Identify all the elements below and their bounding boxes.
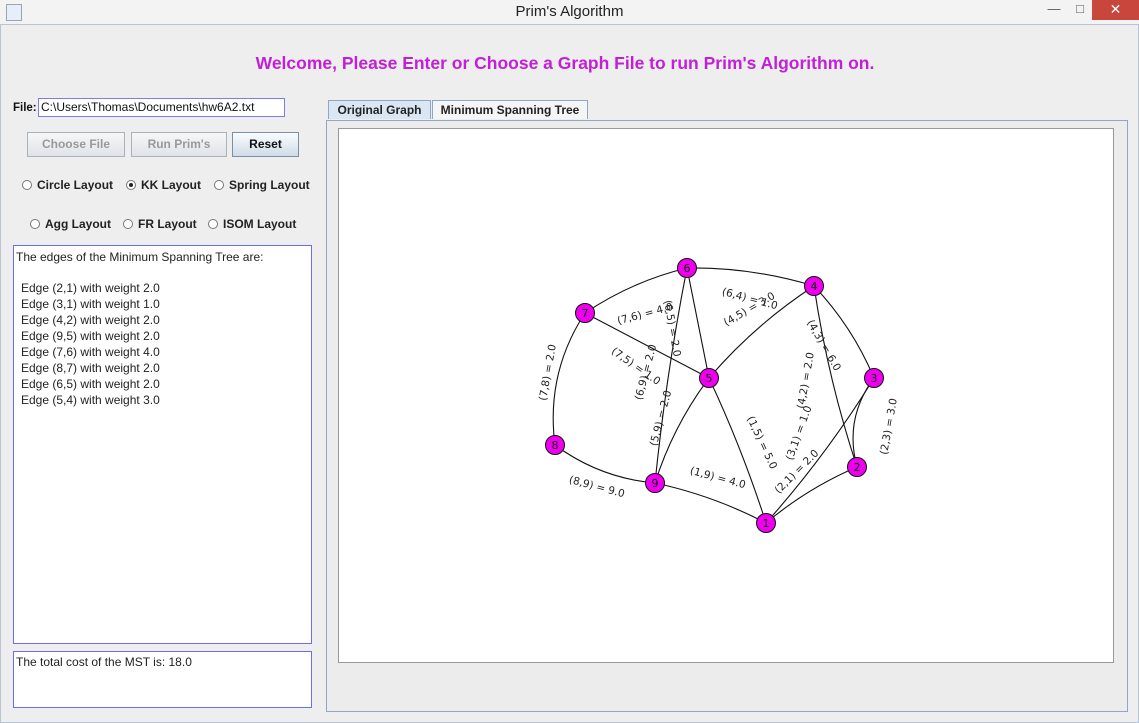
window-title: Prim's Algorithm — [515, 3, 624, 20]
radio-icon — [30, 219, 40, 229]
agg-layout-radio[interactable]: Agg Layout — [30, 217, 111, 231]
graph-node-circle — [645, 473, 665, 493]
circle-layout-radio[interactable]: Circle Layout — [22, 178, 113, 192]
edge-weight-label: (7,8) = 2.0 — [537, 343, 559, 401]
graph-node-circle — [756, 513, 776, 533]
edge-weight-label: (2,3) = 3.0 — [878, 397, 900, 455]
graph-edge — [686, 267, 815, 287]
welcome-heading: Welcome, Please Enter or Choose a Graph … — [255, 53, 875, 73]
mst-edge-item: Edge (3,1) with weight 1.0 — [21, 297, 160, 311]
graph-node[interactable]: 1 — [756, 513, 776, 533]
graph-node-circle — [864, 368, 884, 388]
mst-edge-item: Edge (7,6) with weight 4.0 — [21, 345, 160, 359]
minimize-icon[interactable]: — — [1047, 1, 1061, 16]
edge-weight-label: (1,9) = 4.0 — [689, 465, 747, 491]
graph-node-label: 7 — [582, 307, 589, 320]
maximize-icon[interactable]: □ — [1076, 1, 1084, 16]
graph-node-label: 1 — [763, 517, 770, 530]
graph-node[interactable]: 9 — [645, 473, 665, 493]
radio-icon — [123, 219, 133, 229]
graph-edge — [554, 444, 656, 484]
radio-icon — [22, 180, 32, 190]
graph-edge — [552, 312, 586, 446]
graph-edge — [584, 267, 688, 314]
graph-node-label: 3 — [871, 372, 878, 385]
mst-edge-item: Edge (8,7) with weight 2.0 — [21, 361, 160, 375]
mst-edge-item: Edge (5,4) with weight 3.0 — [21, 393, 160, 407]
spring-layout-radio[interactable]: Spring Layout — [214, 178, 310, 192]
mst-edges-textarea[interactable]: The edges of the Minimum Spanning Tree a… — [13, 245, 312, 644]
file-label: File: — [13, 102, 37, 114]
radio-selected-icon — [126, 180, 136, 190]
file-path-input[interactable] — [38, 98, 285, 117]
graph-node[interactable]: 4 — [804, 276, 824, 296]
mst-edge-item: Edge (2,1) with weight 2.0 — [21, 281, 160, 295]
close-icon[interactable]: ✕ — [1092, 0, 1139, 20]
fr-layout-radio[interactable]: FR Layout — [123, 217, 197, 231]
graph-edge — [686, 267, 710, 379]
graph-node-label: 4 — [811, 280, 818, 293]
run-prims-button[interactable]: Run Prim's — [131, 132, 227, 157]
graph-node-circle — [575, 303, 595, 323]
tab-minimum-spanning-tree[interactable]: Minimum Spanning Tree — [432, 100, 588, 119]
graph-edge — [708, 377, 767, 524]
graph-edge — [654, 267, 688, 484]
tab-original-graph[interactable]: Original Graph — [328, 100, 431, 119]
graph-node-label: 2 — [854, 461, 861, 474]
mst-edge-list: Edge (2,1) with weight 2.0 Edge (3,1) wi… — [14, 280, 311, 408]
kk-layout-radio[interactable]: KK Layout — [126, 178, 201, 192]
graph-node[interactable]: 6 — [677, 258, 697, 278]
graph-edge — [708, 285, 815, 379]
graph-node[interactable]: 3 — [864, 368, 884, 388]
graph-node-label: 8 — [552, 439, 559, 452]
graph-edge — [852, 377, 875, 468]
graph-node[interactable]: 2 — [847, 457, 867, 477]
reset-button[interactable]: Reset — [232, 132, 299, 157]
graph-node-label: 5 — [706, 372, 713, 385]
edge-weight-label: (4,2) = 2.0 — [795, 351, 817, 409]
title-bar: Prim's Algorithm — □ ✕ — [0, 0, 1139, 25]
edge-weight-label: (1,5) = 5.0 — [744, 414, 779, 471]
mst-edge-item: Edge (4,2) with weight 2.0 — [21, 313, 160, 327]
graph-edge — [654, 482, 767, 524]
isom-layout-radio[interactable]: ISOM Layout — [208, 217, 296, 231]
mst-total-textarea[interactable]: The total cost of the MST is: 18.0 — [13, 651, 312, 708]
graph-node[interactable]: 7 — [575, 303, 595, 323]
mst-header: The edges of the Minimum Spanning Tree a… — [16, 250, 264, 264]
graph-node-circle — [545, 435, 565, 455]
edge-weight-label: (8,9) = 9.0 — [568, 474, 626, 500]
graph-node[interactable]: 8 — [545, 435, 565, 455]
graph-edge — [813, 285, 875, 379]
graph-canvas: (7,8) = 2.0 (7,6) = 4.0 (6,5) = 2.0 (6,4) =… — [338, 128, 1114, 663]
mst-edge-item: Edge (9,5) with weight 2.0 — [21, 329, 160, 343]
radio-icon — [214, 180, 224, 190]
graph-edge — [654, 377, 710, 484]
graph-node[interactable]: 5 — [699, 368, 719, 388]
graph-edge — [813, 285, 858, 468]
graph-edge — [765, 377, 875, 524]
choose-file-button[interactable]: Choose File — [27, 132, 125, 157]
graph-node-circle — [699, 368, 719, 388]
graph-edge — [584, 312, 710, 379]
graph-node-circle — [677, 258, 697, 278]
edge-weight-label: (5,9) = 2.0 — [648, 389, 674, 447]
graph-node-circle — [804, 276, 824, 296]
graph-node-circle — [847, 457, 867, 477]
graph-edge — [765, 466, 858, 524]
mst-edge-item: Edge (6,5) with weight 2.0 — [21, 377, 160, 391]
graph-svg: (7,8) = 2.0(7,6) = 4.0(6,5) = 2.0(6,4) =… — [537, 258, 900, 533]
mst-total-text: The total cost of the MST is: 18.0 — [16, 655, 192, 669]
radio-icon — [208, 219, 218, 229]
graph-node-label: 6 — [684, 262, 691, 275]
graph-node-label: 9 — [652, 477, 659, 490]
java-app-icon — [6, 4, 22, 21]
